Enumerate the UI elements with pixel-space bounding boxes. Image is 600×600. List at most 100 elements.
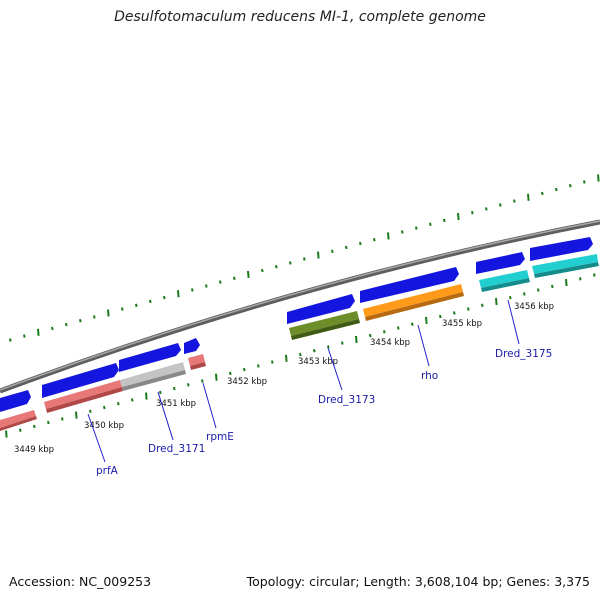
major-tick — [247, 270, 250, 278]
gene-bar — [363, 284, 463, 317]
minor-tick — [579, 277, 582, 281]
major-tick — [425, 316, 428, 324]
minor-tick — [537, 288, 540, 292]
minor-tick — [205, 284, 208, 288]
minor-tick — [467, 307, 470, 311]
minor-tick — [219, 280, 222, 284]
accession-text: Accession: NC_009253 — [9, 574, 152, 589]
cds-arrow — [476, 252, 525, 274]
minor-tick — [79, 319, 82, 323]
gene-labels: prfA Dred_3171 rpmE Dred_3173 rho Dred_3… — [96, 348, 552, 477]
minor-tick — [481, 303, 484, 307]
minor-tick — [187, 383, 190, 387]
minor-tick — [373, 238, 376, 242]
minor-tick — [401, 230, 404, 234]
minor-tick — [453, 311, 456, 315]
gene-bar — [479, 270, 529, 288]
label-leader-line — [327, 347, 343, 391]
label-leader-line — [202, 382, 217, 429]
minor-tick — [509, 296, 512, 300]
minor-tick — [131, 398, 134, 402]
minor-tick — [19, 428, 22, 432]
gene-bar — [120, 362, 185, 387]
kbp-label: 3453 kbp — [298, 357, 338, 367]
minor-tick — [411, 322, 414, 326]
major-tick — [457, 213, 460, 221]
minor-tick — [243, 367, 246, 372]
major-tick — [495, 297, 498, 306]
minor-tick — [121, 307, 124, 311]
major-tick — [285, 354, 288, 362]
minor-tick — [33, 424, 36, 429]
minor-tick — [513, 199, 516, 203]
minor-tick — [261, 268, 264, 273]
major-tick — [215, 373, 218, 381]
cds-arrow — [360, 267, 459, 303]
minor-tick — [485, 207, 488, 211]
major-tick — [317, 251, 320, 259]
gene-label-lines — [87, 299, 520, 463]
gene-label-dred-3171: Dred_3171 — [148, 443, 205, 455]
minor-tick — [439, 314, 442, 319]
minor-tick — [289, 261, 292, 265]
upper-tick-row — [9, 174, 600, 342]
minor-tick — [257, 364, 260, 368]
minor-tick — [551, 284, 554, 289]
minor-tick — [51, 326, 54, 331]
minor-tick — [443, 218, 446, 223]
label-leader-line — [157, 391, 174, 441]
major-tick — [107, 309, 110, 317]
cds-features — [0, 237, 593, 412]
minor-tick — [397, 326, 400, 330]
minor-tick — [341, 341, 344, 345]
genome-backbone — [0, 219, 600, 394]
gene-label-dred-3175: Dred_3175 — [495, 348, 552, 360]
cds-arrow — [42, 363, 119, 398]
minor-tick — [201, 379, 204, 383]
kbp-label: 3449 kbp — [14, 445, 54, 455]
minor-tick — [23, 334, 26, 338]
kbp-labels: 3449 kbp 3450 kbp 3451 kbp 3452 kbp 3453… — [14, 302, 554, 455]
minor-tick — [229, 371, 232, 376]
minor-tick — [429, 222, 432, 226]
kbp-label: 3455 kbp — [442, 319, 482, 329]
major-tick — [5, 430, 8, 438]
label-leader-line — [507, 299, 520, 345]
major-tick — [177, 290, 180, 298]
minor-tick — [89, 409, 92, 413]
minor-tick — [65, 322, 68, 327]
minor-tick — [499, 203, 502, 207]
minor-tick — [135, 303, 138, 307]
gene-bar — [0, 410, 36, 428]
topology-summary: Topology: circular; Length: 3,608,104 bp… — [246, 574, 590, 589]
minor-tick — [303, 257, 306, 261]
cds-arrow — [0, 390, 31, 412]
minor-tick — [117, 402, 120, 406]
kbp-label: 3451 kbp — [156, 399, 196, 409]
minor-tick — [191, 288, 194, 292]
minor-tick — [415, 226, 418, 230]
major-tick — [597, 174, 600, 182]
minor-tick — [593, 273, 596, 277]
cds-arrow — [184, 338, 200, 354]
major-tick — [75, 411, 78, 419]
minor-tick — [103, 405, 106, 410]
gene-features — [0, 254, 599, 431]
minor-tick — [61, 417, 64, 421]
minor-tick — [383, 330, 386, 334]
major-tick — [527, 193, 530, 201]
gene-bar — [188, 354, 205, 366]
gene-label-prfa: prfA — [96, 465, 119, 477]
gene-bar — [44, 380, 122, 409]
minor-tick — [233, 276, 236, 280]
cds-arrow — [287, 294, 355, 324]
minor-tick — [345, 245, 348, 250]
map-title: Desulfotomaculum reducens MI-1, complete… — [114, 9, 486, 25]
kbp-label: 3456 kbp — [514, 302, 554, 312]
major-tick — [387, 232, 390, 240]
minor-tick — [163, 295, 166, 300]
minor-tick — [299, 352, 302, 357]
minor-tick — [331, 249, 334, 253]
gene-bar — [532, 254, 598, 274]
